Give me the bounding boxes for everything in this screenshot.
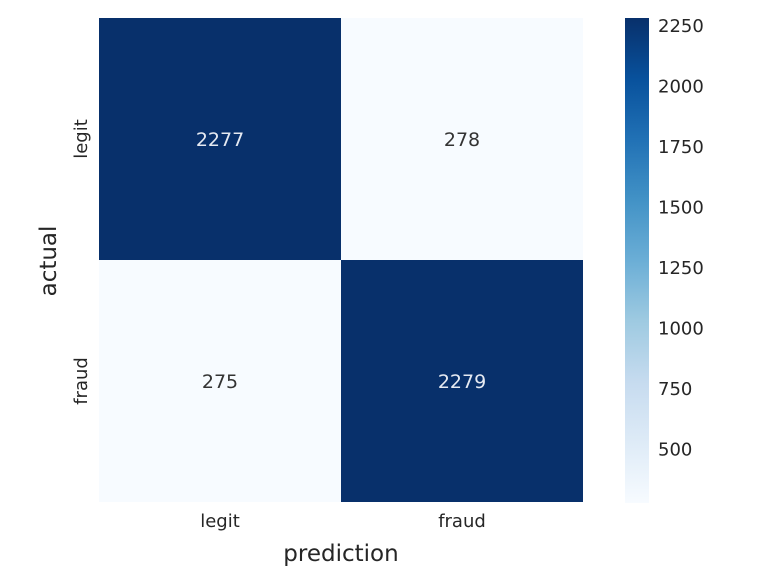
cell-value-label: 2279 <box>438 371 486 393</box>
x-tick-labels: legit fraud <box>200 511 486 532</box>
x-tick-label-fraud: fraud <box>438 511 486 532</box>
x-tick-label-legit: legit <box>200 511 240 532</box>
colorbar-tick-label: 1500 <box>658 198 704 219</box>
colorbar-tick-label: 2000 <box>658 77 704 98</box>
colorbar-tick-label: 2250 <box>658 16 704 37</box>
colorbar-tick-label: 1750 <box>658 137 704 158</box>
y-axis-label: actual <box>36 226 62 297</box>
y-tick-label-legit: legit <box>71 119 92 159</box>
cell-value-label: 2277 <box>196 129 244 151</box>
colorbar-tick-labels: 2250 2000 1750 1500 1250 1000 750 500 <box>658 16 704 461</box>
y-tick-labels: legit fraud <box>71 119 92 405</box>
x-axis-label: prediction <box>283 541 398 567</box>
cell-value-label: 278 <box>444 129 480 151</box>
heatmap-cell-fraud-fraud <box>341 260 583 502</box>
heatmap-cell-fraud-legit <box>99 260 341 502</box>
cell-value-label: 275 <box>202 371 238 393</box>
colorbar-tick-label: 1250 <box>658 258 704 279</box>
colorbar <box>625 18 649 503</box>
heatmap-cell-legit-fraud <box>341 18 583 260</box>
y-tick-label-fraud: fraud <box>71 357 92 405</box>
colorbar-tick-label: 500 <box>658 440 692 461</box>
colorbar-tick-label: 750 <box>658 379 692 400</box>
colorbar-tick-label: 1000 <box>658 319 704 340</box>
heatmap-cell-legit-legit <box>99 18 341 260</box>
heatmap-cells <box>99 18 583 502</box>
cell-value-labels: 2277 278 275 2279 <box>196 129 486 393</box>
